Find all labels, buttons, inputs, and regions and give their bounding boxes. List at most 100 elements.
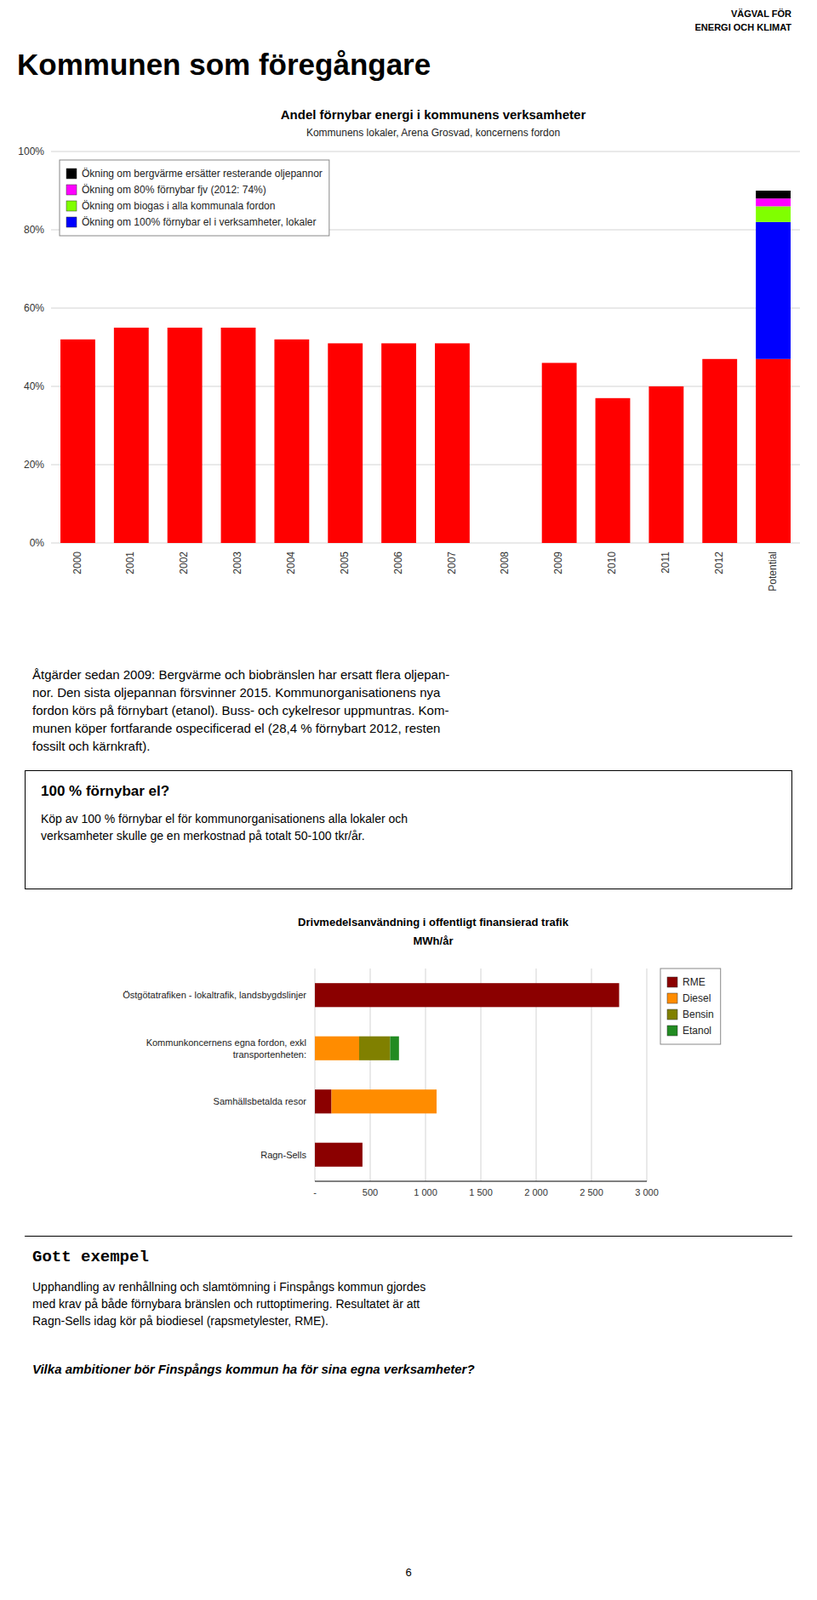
bar	[361, 1142, 363, 1167]
grid-line	[51, 308, 800, 309]
bar	[702, 358, 738, 360]
legend-label: Bensin	[682, 1008, 715, 1021]
bar	[221, 327, 257, 329]
bar	[595, 398, 631, 543]
page-header-line: VÄGVAL FÖR	[695, 6, 792, 21]
bar	[359, 1036, 390, 1061]
bar	[618, 982, 620, 1007]
example-text-line: Ragn-Sells idag kör på biodiesel (rapsme…	[32, 1312, 785, 1330]
bar	[542, 362, 578, 364]
text-line: fossilt och kärnkraft).	[32, 737, 785, 755]
legend-swatch	[66, 184, 77, 195]
x-tick-label: 2008	[498, 551, 511, 575]
x-tick-label: 2007	[445, 551, 458, 575]
bar	[274, 338, 309, 340]
bar	[361, 1142, 363, 1167]
legend-label: Ökning om 80% förnybar fjv (2012: 74%)	[81, 183, 267, 196]
bar	[595, 397, 631, 399]
x-tick-label: 2003	[231, 551, 244, 575]
bar	[381, 342, 417, 543]
y-tick-label: 60%	[23, 302, 45, 315]
x-tick-label: 2 000	[524, 1187, 549, 1198]
bar	[60, 339, 96, 543]
bar	[60, 338, 96, 340]
x-tick-label: 2012	[713, 551, 726, 575]
grid-line	[51, 542, 800, 544]
bar	[167, 327, 203, 329]
legend-swatch	[667, 993, 678, 1004]
bar	[488, 542, 524, 544]
y-tick-label: Ragn-Sells	[260, 1149, 307, 1160]
y-tick-label-line: Ragn-Sells	[260, 1149, 307, 1160]
bar	[434, 342, 470, 543]
y-tick-label: 0%	[29, 537, 46, 549]
x-tick-label: 2006	[392, 551, 405, 575]
x-tick-label: 2000	[71, 551, 84, 575]
bar	[314, 982, 620, 1007]
x-tick-label: 2010	[605, 551, 618, 575]
page-header-line: ENERGI OCH KLIMAT	[695, 20, 792, 35]
bar	[434, 342, 470, 344]
bar	[434, 342, 470, 344]
example-title: Gott exempel	[32, 1247, 785, 1267]
legend-swatch	[66, 200, 77, 212]
bar	[542, 362, 578, 364]
text-line: munen köper fortfarande ospecificerad el…	[32, 719, 785, 738]
bar	[167, 327, 203, 329]
bar	[221, 327, 257, 543]
y-tick-label: Samhällsbetalda resor	[213, 1096, 308, 1107]
bar	[221, 327, 257, 329]
chart-subtitle: MWh/år	[413, 934, 454, 948]
bar	[648, 386, 684, 388]
bar	[60, 338, 96, 340]
x-tick-label: 2002	[177, 551, 190, 575]
x-tick-label: 2001	[124, 551, 137, 575]
y-tick-label: Kommunkoncernens egna fordon, exkltransp…	[146, 1037, 307, 1060]
text-line: fordon körs på förnybart (etanol). Buss-…	[32, 701, 785, 720]
grid-line	[646, 968, 648, 1182]
legend-swatch	[667, 976, 678, 988]
bar	[114, 327, 149, 329]
text-section: Åtgärder sedan 2009: Bergvärme och biobr…	[32, 665, 785, 755]
bar	[702, 359, 738, 543]
bar	[648, 386, 684, 543]
x-tick-label: 2004	[285, 551, 298, 575]
text-line: nor. Den sista oljepannan försvinner 201…	[32, 683, 785, 702]
bar	[167, 327, 203, 329]
question: Vilka ambitioner bör Finspångs kommun ha…	[32, 1361, 475, 1377]
chart-title: Andel förnybar energi i kommunens verksa…	[280, 107, 587, 122]
info-box: 100 % förnybar el?Köp av 100 % förnybar …	[24, 770, 793, 890]
box-text-line: Köp av 100 % förnybar el för kommunorgan…	[40, 810, 777, 828]
main-title: Kommunen som föregångare	[17, 47, 431, 82]
grid-line	[51, 386, 800, 388]
bar	[327, 342, 363, 344]
y-tick-label-line: Samhällsbetalda resor	[213, 1096, 308, 1107]
bar	[221, 327, 257, 329]
bar	[542, 362, 578, 364]
legend-label: Ökning om 100% förnybar el i verksamhete…	[81, 216, 316, 229]
bar	[381, 342, 417, 344]
y-tick-label-line: transportenheten:	[233, 1049, 307, 1060]
y-tick-label-line: Kommunkoncernens egna fordon, exkl	[146, 1037, 307, 1048]
bar	[755, 359, 791, 543]
bar	[648, 386, 684, 388]
bar	[274, 338, 309, 340]
x-tick-label: 1 000	[413, 1187, 438, 1198]
x-tick-label: 1 500	[468, 1187, 493, 1198]
bar	[331, 1089, 438, 1114]
bar	[327, 342, 363, 344]
bar	[389, 1036, 399, 1061]
box-text-line: verksamheter skulle ge en merkostnad på …	[40, 827, 777, 845]
y-tick-label: Östgötatrafiken - lokaltrafik, landsbygd…	[122, 989, 307, 1000]
bar	[618, 982, 620, 1007]
y-tick-label: 100%	[17, 145, 45, 158]
bar	[114, 327, 149, 329]
legend-label: Ökning om biogas i alla kommunala fordon	[81, 199, 275, 212]
y-tick-label: 40%	[23, 380, 45, 393]
bar	[114, 327, 149, 329]
bar	[167, 327, 203, 329]
bar	[702, 358, 738, 360]
bar	[221, 327, 257, 329]
grid-line	[51, 151, 800, 153]
x-tick-label: 2005	[338, 551, 351, 575]
